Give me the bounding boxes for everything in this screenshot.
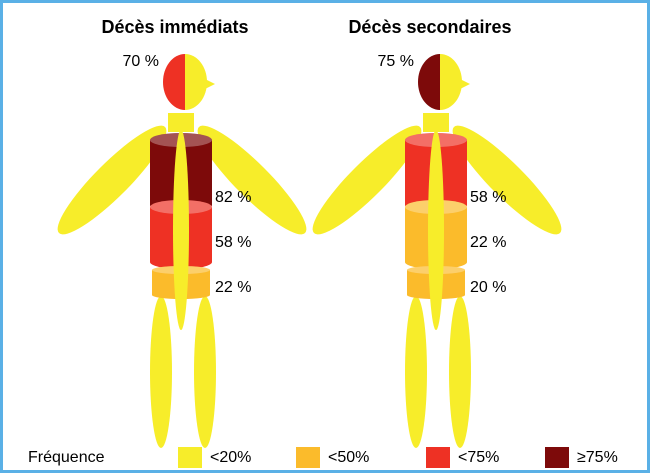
segment-label: 82 % bbox=[215, 189, 251, 206]
legend-swatch bbox=[426, 447, 450, 468]
arm bbox=[312, 125, 422, 235]
legend-swatch bbox=[296, 447, 320, 468]
leg bbox=[194, 296, 216, 448]
segment-label: 20 % bbox=[470, 279, 506, 296]
neck bbox=[168, 113, 194, 132]
head-label: 75 % bbox=[378, 53, 414, 70]
arm bbox=[452, 125, 562, 235]
segment-label: 22 % bbox=[215, 279, 251, 296]
leg bbox=[449, 296, 471, 448]
arm bbox=[57, 125, 167, 235]
figure-title: Décès immédiats bbox=[101, 17, 248, 37]
head-right bbox=[440, 54, 462, 110]
leg bbox=[405, 296, 427, 448]
leg bbox=[150, 296, 172, 448]
neck bbox=[423, 113, 449, 132]
figure-title: Décès secondaires bbox=[348, 17, 511, 37]
legend-label: <20% bbox=[210, 449, 251, 466]
legend-swatch bbox=[178, 447, 202, 468]
arm bbox=[197, 125, 307, 235]
legend-label: <75% bbox=[458, 449, 499, 466]
legend-title: Fréquence bbox=[28, 449, 105, 466]
segment-label: 22 % bbox=[470, 234, 506, 251]
spine bbox=[428, 130, 444, 330]
head-right bbox=[185, 54, 207, 110]
legend-label: <50% bbox=[328, 449, 369, 466]
spine bbox=[173, 130, 189, 330]
segment-label: 58 % bbox=[215, 234, 251, 251]
head-left bbox=[418, 54, 440, 110]
legend-label: ≥75% bbox=[577, 449, 618, 466]
head-label: 70 % bbox=[123, 53, 159, 70]
legend-swatch bbox=[545, 447, 569, 468]
head-left bbox=[163, 54, 185, 110]
segment-label: 58 % bbox=[470, 189, 506, 206]
